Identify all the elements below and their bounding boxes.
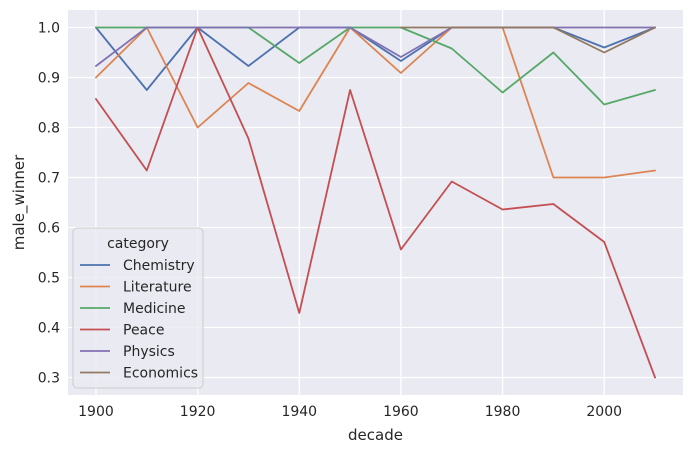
- y-tick-label: 0.9: [38, 71, 60, 87]
- series-line-economics: [400, 26, 656, 54]
- series-line-physics: [95, 26, 656, 67]
- y-tick-label: 1.0: [38, 21, 60, 37]
- x-tick-label: 1900: [78, 404, 114, 420]
- x-tick-label: 2000: [586, 404, 622, 420]
- legend-label-medicine: Medicine: [123, 301, 186, 317]
- y-axis-label: male_winner: [10, 154, 29, 250]
- legend-label-literature: Literature: [123, 280, 192, 296]
- legend-label-chemistry: Chemistry: [123, 258, 195, 274]
- x-tick-label: 1960: [383, 404, 419, 420]
- y-tick-label: 0.7: [38, 171, 60, 187]
- x-tick-label: 1980: [485, 404, 521, 420]
- y-tick-label: 0.6: [38, 221, 60, 237]
- legend-label-peace: Peace: [123, 323, 164, 339]
- legend-label-physics: Physics: [123, 344, 175, 360]
- y-tick-label: 0.4: [38, 321, 60, 337]
- y-tick-label: 0.3: [38, 371, 60, 387]
- legend-box: [72, 227, 204, 389]
- legend-entries: Chemistry Literature Medicine Peace Physics E…: [80, 258, 198, 382]
- series-lines: [95, 26, 656, 379]
- x-axis-label: decade: [348, 426, 403, 444]
- y-tick-label: 0.5: [38, 271, 60, 287]
- series-line-peace: [95, 26, 656, 379]
- legend: category Chemistry Literature Medicine Peac…: [72, 227, 204, 389]
- tick-labels: 1900 1920 1940 1960 1980 2000 0.3 0.4 0.5 0.6 0.7 0…: [38, 21, 622, 421]
- legend-title: category: [107, 236, 169, 252]
- y-tick-label: 0.8: [38, 121, 60, 137]
- x-tick-label: 1940: [281, 404, 317, 420]
- series-line-literature: [95, 26, 656, 179]
- x-tick-label: 1920: [180, 404, 216, 420]
- legend-label-economics: Economics: [123, 366, 198, 382]
